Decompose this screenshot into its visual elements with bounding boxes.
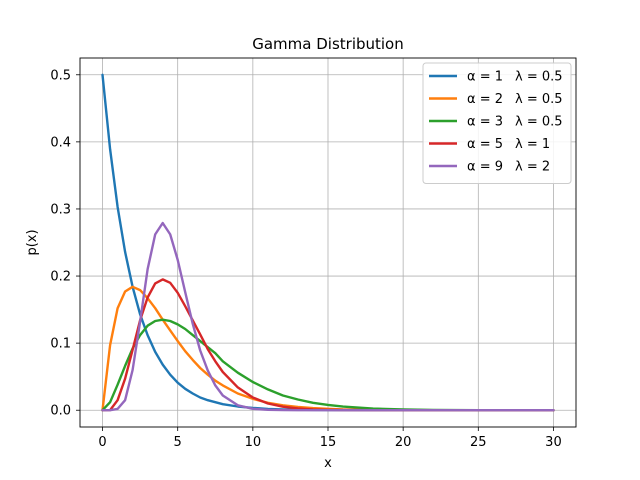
legend-alpha-label-4: α = 5 (467, 137, 503, 152)
x-tick-label: 30 (545, 435, 562, 450)
legend-box (422, 62, 572, 184)
legend: α = 1 λ = 0.5 α = 2 λ = 0.5 α = 3 λ = 0.5 α = … (422, 62, 572, 184)
legend-alpha-label-5: α = 9 (467, 160, 503, 175)
x-tick-label: 10 (245, 435, 262, 450)
y-tick-label: 0.3 (50, 202, 71, 217)
y-axis-ticks: 0.0 0.1 0.2 0.3 0.4 0.5 (50, 68, 80, 419)
chart-title: Gamma Distribution (252, 35, 404, 53)
legend-alpha-label-1: α = 1 (467, 70, 503, 85)
x-axis-ticks: 0 5 10 15 20 25 30 (98, 427, 562, 450)
legend-lambda-label-4: λ = 1 (515, 137, 550, 152)
x-tick-label: 20 (395, 435, 412, 450)
y-tick-label: 0.5 (50, 68, 71, 83)
x-axis-title: x (324, 456, 332, 471)
series-line-5 (101, 221, 555, 412)
y-tick-label: 0.2 (50, 270, 71, 285)
legend-lambda-label-3: λ = 0.5 (515, 115, 563, 130)
y-tick-label: 0.1 (50, 337, 71, 352)
y-tick-label: 0.0 (50, 404, 71, 419)
legend-lambda-label-5: λ = 2 (515, 160, 550, 175)
x-tick-label: 0 (98, 435, 106, 450)
y-tick-label: 0.4 (50, 135, 71, 150)
legend-lambda-label-1: λ = 0.5 (515, 70, 563, 85)
x-tick-label: 5 (174, 435, 182, 450)
legend-alpha-label-3: α = 3 (467, 115, 503, 130)
legend-alpha-label-2: α = 2 (467, 92, 503, 107)
legend-lambda-label-2: λ = 0.5 (515, 92, 563, 107)
x-tick-label: 25 (470, 435, 487, 450)
x-tick-label: 15 (320, 435, 337, 450)
series-lines (101, 73, 555, 412)
grid (80, 58, 576, 427)
y-axis-title: p(x) (25, 229, 40, 255)
